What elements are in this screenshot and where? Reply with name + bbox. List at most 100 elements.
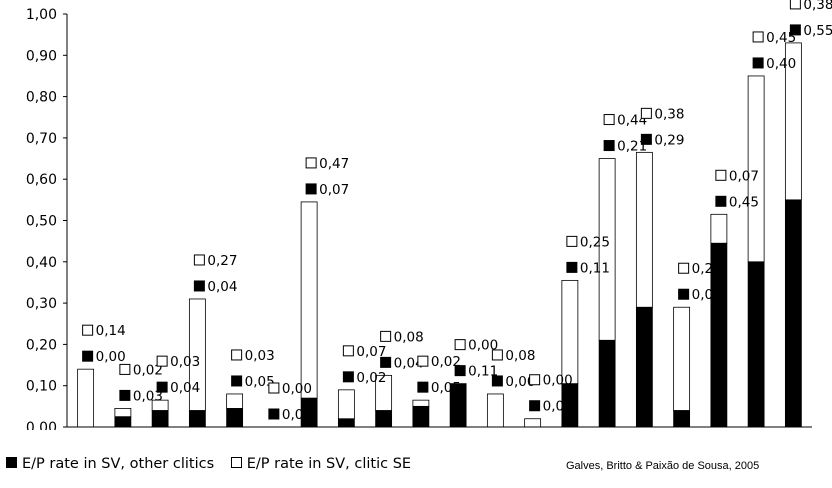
bar-clitic-se [151, 399, 169, 411]
data-label-clitic-se: 0,47 [319, 156, 349, 172]
data-marker-black [231, 375, 243, 387]
legend-label-clitic-se: E/P rate in SV, clitic SE [246, 456, 412, 472]
data-label-clitic-se: 0,14 [96, 323, 126, 339]
data-label-clitic-se: 0,25 [580, 234, 610, 250]
data-label-clitic-se: 0,00 [543, 373, 573, 389]
data-marker-white [491, 349, 503, 361]
bar-clitic-se [300, 201, 318, 399]
legend-label-other-clitics: E/P rate in SV, other clitics [22, 456, 215, 472]
bar-clitic-se [188, 298, 206, 411]
legend-item-other-clitics: E/P rate in SV, other clitics [6, 456, 214, 472]
data-labels: 0,00 0,14 0,03 0,02 0,04 0,03 0,04 0,27 0,05 0,03… [82, 0, 832, 423]
data-marker-black [491, 375, 503, 387]
data-marker-white [752, 31, 764, 43]
data-label-other-clitics: 0,04 [170, 380, 200, 396]
data-marker-white [119, 363, 131, 375]
data-label-clitic-se: 0,38 [654, 106, 684, 122]
data-label-clitic-se: 0,08 [394, 329, 424, 345]
data-marker-black [789, 24, 801, 36]
data-label-other-clitics: 0,29 [654, 132, 684, 148]
bar-other-clitics [114, 416, 132, 428]
data-label-other-clitics: 0,55 [803, 23, 832, 39]
legend: E/P rate in SV, other clitics E/P rate i… [6, 456, 423, 472]
data-marker-white [305, 157, 317, 169]
data-label-clitic-se: 0,07 [356, 344, 386, 360]
y-tick-label: 1,00 [26, 7, 57, 23]
legend-item-clitic-se: E/P rate in SV, clitic SE [230, 456, 412, 472]
data-marker-black [82, 350, 94, 362]
legend-swatch-white [230, 457, 242, 468]
data-label-clitic-se: 0,38 [803, 0, 832, 13]
bar-other-clitics [635, 306, 653, 428]
data-marker-black [454, 365, 466, 377]
bar-other-clitics [673, 410, 691, 428]
data-label-other-clitics: 0,04 [394, 355, 424, 371]
y-tick-label: 0,90 [26, 48, 57, 64]
data-label-other-clitics: 0,00 [505, 374, 535, 390]
data-marker-black [417, 381, 429, 393]
data-marker-white [380, 330, 392, 342]
bar-clitic-se [635, 151, 653, 308]
data-marker-black [566, 261, 578, 273]
y-tick-label: 0,70 [26, 131, 57, 147]
y-tick-label: 0,40 [26, 255, 57, 271]
data-marker-white [678, 262, 690, 274]
bar-clitic-se [784, 42, 802, 201]
bar-clitic-se [337, 389, 355, 420]
bar-clitic-se [598, 158, 616, 341]
data-label-clitic-se: 0,02 [133, 362, 163, 378]
bar-clitic-se [673, 306, 691, 411]
data-marker-white [454, 339, 466, 351]
bar-other-clitics [784, 199, 802, 428]
data-label-other-clitics: 0,05 [431, 380, 461, 396]
data-marker-black [193, 280, 205, 292]
y-axis: 0,00 0,10 0,20 0,30 0,40 0,50 0,60 0,70 0,80 0,90… [26, 7, 68, 430]
data-label-clitic-se: 0,07 [729, 168, 759, 184]
bar-other-clitics [188, 410, 206, 428]
data-marker-white [342, 345, 354, 357]
data-marker-black [603, 140, 615, 152]
bar-clitic-se [486, 393, 504, 428]
bar-clitic-se [114, 408, 132, 418]
data-marker-white [417, 355, 429, 367]
y-tick-label: 0,10 [26, 379, 57, 395]
bar-other-clitics [747, 261, 765, 428]
bar-clitic-se [747, 75, 765, 263]
data-marker-black [342, 371, 354, 383]
data-label-other-clitics: 0,00 [543, 399, 573, 415]
bar-other-clitics [375, 410, 393, 428]
data-marker-black [529, 400, 541, 412]
data-label-other-clitics: 0,04 [207, 279, 237, 295]
data-label-clitic-se: 0,03 [170, 354, 200, 370]
data-marker-white [193, 254, 205, 266]
bar-other-clitics [598, 339, 616, 428]
data-label-other-clitics: 0,04 [692, 287, 722, 303]
bar-clitic-se [226, 393, 244, 409]
bars [77, 42, 802, 428]
y-tick-label: 0,20 [26, 337, 57, 353]
data-marker-white [789, 0, 801, 10]
y-tick-label: 0,00 [26, 420, 57, 430]
data-label-clitic-se: 0,25 [692, 261, 722, 277]
data-marker-black [119, 389, 131, 401]
data-marker-white [603, 114, 615, 126]
data-label-other-clitics: 0,11 [468, 364, 498, 380]
data-label-clitic-se: 0,08 [505, 348, 535, 364]
x-axis: cousoulobmcomelvie-Lvie-Schaberbroceubar… [67, 426, 812, 428]
data-label-clitic-se: 0,44 [617, 113, 647, 129]
data-marker-white [715, 169, 727, 181]
data-label-other-clitics: 0,00 [96, 349, 126, 365]
legend-swatch-black [6, 457, 17, 468]
data-label-other-clitics: 0,02 [356, 370, 386, 386]
data-label-clitic-se: 0,00 [282, 381, 312, 397]
data-marker-black [268, 408, 280, 420]
bar-clitic-se [77, 368, 95, 428]
y-tick-label: 0,50 [26, 214, 57, 230]
data-marker-black [305, 183, 317, 195]
source-credit: Galves, Britto & Paixão de Sousa, 2005 [566, 460, 760, 472]
data-marker-white [529, 374, 541, 386]
bar-other-clitics [151, 410, 169, 428]
bar-other-clitics [337, 418, 355, 428]
data-label-clitic-se: 0,00 [468, 338, 498, 354]
data-label-other-clitics: 0,00 [282, 407, 312, 423]
